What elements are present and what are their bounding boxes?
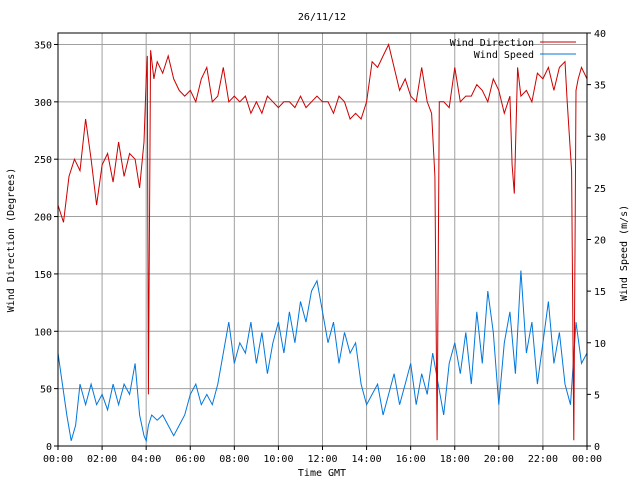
chart-title: 26/11/12 [298,12,346,23]
y-right-tick-label: 25 [594,184,606,195]
y-left-axis-ticks: 0 50 100 150 200 250 300 350 [34,40,58,453]
x-tick-label: 10:00 [263,454,293,465]
y-left-tick-label: 150 [34,270,52,281]
series-layer [57,43,588,443]
y-right-tick-label: 5 [594,390,600,401]
legend-label-wind-speed: Wind Speed [474,50,534,61]
x-tick-label: 08:00 [219,454,249,465]
y-left-tick-label: 200 [34,213,52,224]
x-tick-label: 00:00 [43,454,73,465]
x-tick-label: 20:00 [484,454,514,465]
y-right-tick-label: 10 [594,339,606,350]
x-tick-label: 14:00 [352,454,382,465]
series-line-wind-direction [57,43,588,441]
y-left-tick-label: 0 [46,442,52,453]
x-tick-label: 04:00 [131,454,161,465]
x-tick-label: 12:00 [307,454,337,465]
x-tick-label: 22:00 [528,454,558,465]
y-right-tick-label: 35 [594,81,606,92]
y-right-axis-label: Wind Speed (m/s) [619,205,630,301]
x-tick-label: 00:00 [572,454,602,465]
legend-label-wind-direction: Wind Direction [450,38,534,49]
x-tick-label: 16:00 [396,454,426,465]
y-right-tick-label: 40 [594,29,606,40]
series-line-wind-speed [57,270,588,443]
legend: Wind Direction Wind Speed [450,38,576,61]
y-right-tick-label: 20 [594,236,606,247]
x-axis-ticks: 00:00 02:00 04:00 06:00 08:00 10:00 12:00 14:00… [43,446,602,465]
x-tick-label: 18:00 [440,454,470,465]
y-left-tick-label: 50 [40,385,52,396]
y-right-tick-label: 0 [594,442,600,453]
y-right-tick-label: 15 [594,287,606,298]
y-left-tick-label: 300 [34,98,52,109]
y-right-tick-label: 30 [594,132,606,143]
x-axis-label: Time GMT [298,468,346,479]
y-left-tick-label: 250 [34,155,52,166]
y-right-axis-ticks: 0 5 10 15 20 25 30 35 40 [587,29,606,453]
x-tick-label: 02:00 [87,454,117,465]
x-tick-label: 06:00 [175,454,205,465]
y-left-axis-label: Wind Direction (Degrees) [6,168,17,313]
y-left-tick-label: 350 [34,40,52,51]
y-left-tick-label: 100 [34,327,52,338]
